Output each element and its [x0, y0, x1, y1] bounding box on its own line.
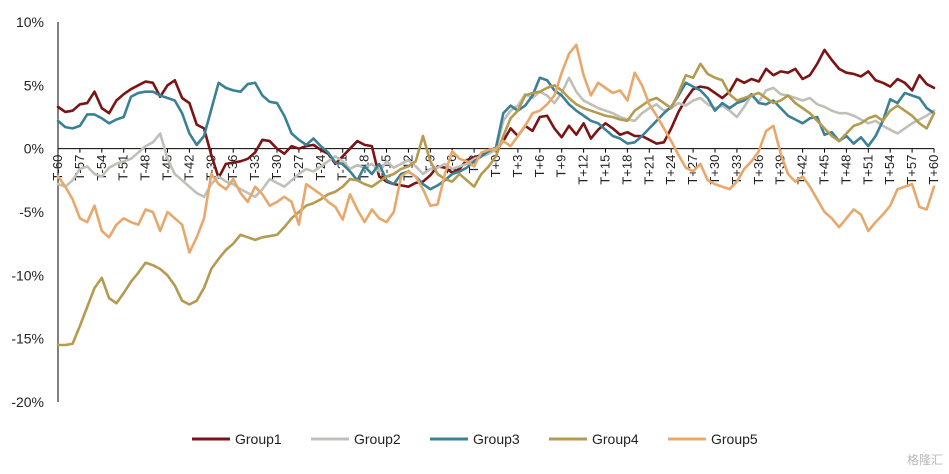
x-tick-label: T+27 — [685, 155, 700, 185]
x-tick-label: T+54 — [882, 155, 897, 185]
series-lines — [56, 43, 936, 347]
legend: Group1 Group2 Group3 Group4 Group5 — [192, 431, 758, 447]
legend-label-group4: Group4 — [592, 431, 639, 447]
x-tick-label: T+21 — [641, 155, 656, 185]
x-tick-label: T+12 — [576, 155, 591, 185]
x-tick-label: T-36 — [225, 155, 240, 181]
series-line-group5 — [56, 43, 936, 254]
series-line-group4 — [56, 62, 936, 347]
y-tick-label: -15% — [11, 331, 44, 347]
y-tick-label: 5% — [24, 77, 44, 93]
x-tick-label: T+51 — [860, 155, 875, 185]
watermark-logo: 格隆汇 — [906, 453, 943, 467]
x-tick-label: T-33 — [247, 155, 262, 181]
x-tick-label: T+18 — [619, 155, 634, 185]
legend-label-group1: Group1 — [235, 431, 282, 447]
y-tick-label: -5% — [19, 204, 44, 220]
x-tick-label: T-48 — [138, 155, 153, 181]
x-tick-label: T+60 — [926, 155, 941, 185]
x-tick-label: T-30 — [269, 155, 284, 181]
legend-label-group5: Group5 — [711, 431, 758, 447]
legend-label-group2: Group2 — [354, 431, 401, 447]
x-axis: T-60 T-57 T-54 T-51 T-48 T-45 T-42 T-39 T-36 T-33… — [50, 148, 941, 185]
x-tick-label: T+57 — [904, 155, 919, 185]
y-tick-label: 10% — [16, 14, 44, 30]
y-tick-label: 0% — [24, 141, 44, 157]
x-tick-label: T+6 — [532, 155, 547, 178]
x-tick-label: T-60 — [50, 155, 65, 181]
x-tick-label: T+36 — [751, 155, 766, 185]
x-tick-label: T+3 — [510, 155, 525, 178]
y-axis: 10% 5% 0% -5% -10% -15% -20% — [11, 14, 59, 410]
x-tick-label: T-42 — [181, 155, 196, 181]
legend-label-group3: Group3 — [473, 431, 520, 447]
x-tick-label: T-27 — [291, 155, 306, 181]
x-tick-label: T+9 — [554, 155, 569, 178]
y-tick-label: -10% — [11, 267, 44, 283]
y-tick-label: -20% — [11, 394, 44, 410]
x-tick-label: T+15 — [598, 155, 613, 185]
x-tick-label: T-45 — [160, 155, 175, 181]
x-tick-label: T+30 — [707, 155, 722, 185]
x-tick-label: T+48 — [838, 155, 853, 185]
x-tick-label: T+45 — [817, 155, 832, 185]
x-tick-label: T+42 — [795, 155, 810, 185]
x-tick-label: T+24 — [663, 155, 678, 185]
